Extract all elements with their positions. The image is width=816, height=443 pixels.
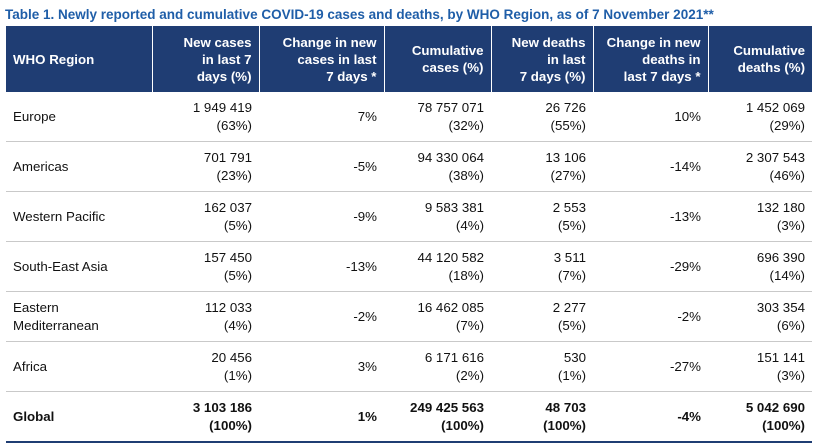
covid-region-table: WHO Region New cases in last 7 days (%) … (6, 26, 812, 443)
new-cases-cell: 162 037 (5%) (152, 191, 259, 242)
region-cell: Western Pacific (6, 191, 152, 242)
cumulative-cases-cell: 16 462 085 (7%) (384, 291, 491, 342)
cumulative-deaths-cell: 5 042 690 (100%) (708, 391, 812, 443)
change-cases-cell: -2% (259, 291, 384, 342)
new-deaths-cell: 3 511 (7%) (491, 241, 593, 292)
col-header-cumulative-cases: Cumulative cases (%) (384, 26, 492, 92)
table-row: Western Pacific 162 037 (5%) -9% 9 583 38… (6, 191, 812, 242)
table-row: South-East Asia 157 450 (5%) -13% 44 120 … (6, 241, 812, 292)
change-cases-cell: -13% (259, 241, 384, 292)
new-deaths-cell: 48 703 (100%) (491, 391, 593, 443)
table-row: Europe 1 949 419 (63%) 7% 78 757 071 (32%)… (6, 92, 812, 142)
new-cases-cell: 112 033 (4%) (152, 291, 259, 342)
change-deaths-cell: -14% (593, 141, 708, 192)
new-cases-cell: 701 791 (23%) (152, 141, 259, 192)
change-deaths-cell: -27% (593, 341, 708, 392)
change-cases-cell: 7% (259, 92, 384, 142)
new-deaths-cell: 2 553 (5%) (491, 191, 593, 242)
new-cases-cell: 157 450 (5%) (152, 241, 259, 292)
cumulative-cases-cell: 94 330 064 (38%) (384, 141, 491, 192)
region-cell: South-East Asia (6, 241, 152, 292)
change-deaths-cell: -29% (593, 241, 708, 292)
change-cases-cell: 1% (259, 391, 384, 443)
col-header-new-deaths: New deaths in last 7 days (%) (491, 26, 594, 92)
table-row: Eastern Mediterranean 112 033 (4%) -2% 16 … (6, 291, 812, 342)
cumulative-deaths-cell: 2 307 543 (46%) (708, 141, 812, 192)
change-cases-cell: -5% (259, 141, 384, 192)
col-header-new-cases: New cases in last 7 days (%) (152, 26, 260, 92)
table-caption: Table 1. Newly reported and cumulative C… (5, 7, 714, 22)
cumulative-deaths-cell: 1 452 069 (29%) (708, 92, 812, 142)
region-cell: Africa (6, 341, 152, 392)
new-cases-cell: 3 103 186 (100%) (152, 391, 259, 443)
new-deaths-cell: 26 726 (55%) (491, 92, 593, 142)
region-cell: Global (6, 391, 152, 443)
new-deaths-cell: 530 (1%) (491, 341, 593, 392)
change-deaths-cell: 10% (593, 92, 708, 142)
cumulative-deaths-cell: 696 390 (14%) (708, 241, 812, 292)
region-cell: Eastern Mediterranean (6, 291, 152, 342)
col-header-region: WHO Region (6, 26, 153, 92)
table-row: Americas 701 791 (23%) -5% 94 330 064 (38%… (6, 141, 812, 192)
col-header-change-cases: Change in new cases in last 7 days * (259, 26, 385, 92)
table-row: Africa 20 456 (1%) 3% 6 171 616 (2%) 530 (1… (6, 341, 812, 392)
col-header-change-deaths: Change in new deaths in last 7 days * (593, 26, 709, 92)
cumulative-cases-cell: 249 425 563 (100%) (384, 391, 491, 443)
cumulative-cases-cell: 9 583 381 (4%) (384, 191, 491, 242)
change-deaths-cell: -4% (593, 391, 708, 443)
change-deaths-cell: -2% (593, 291, 708, 342)
col-header-cumulative-deaths: Cumulative deaths (%) (708, 26, 812, 92)
cumulative-deaths-cell: 132 180 (3%) (708, 191, 812, 242)
change-cases-cell: -9% (259, 191, 384, 242)
header-row: WHO Region New cases in last 7 days (%) … (6, 26, 812, 92)
new-deaths-cell: 2 277 (5%) (491, 291, 593, 342)
region-cell: Europe (6, 92, 152, 142)
new-cases-cell: 1 949 419 (63%) (152, 92, 259, 142)
new-cases-cell: 20 456 (1%) (152, 341, 259, 392)
cumulative-cases-cell: 44 120 582 (18%) (384, 241, 491, 292)
region-cell: Americas (6, 141, 152, 192)
new-deaths-cell: 13 106 (27%) (491, 141, 593, 192)
change-deaths-cell: -13% (593, 191, 708, 242)
change-cases-cell: 3% (259, 341, 384, 392)
cumulative-deaths-cell: 303 354 (6%) (708, 291, 812, 342)
cumulative-cases-cell: 6 171 616 (2%) (384, 341, 491, 392)
global-total-row: Global 3 103 186 (100%) 1% 249 425 563 (10… (6, 391, 812, 443)
cumulative-cases-cell: 78 757 071 (32%) (384, 92, 491, 142)
cumulative-deaths-cell: 151 141 (3%) (708, 341, 812, 392)
